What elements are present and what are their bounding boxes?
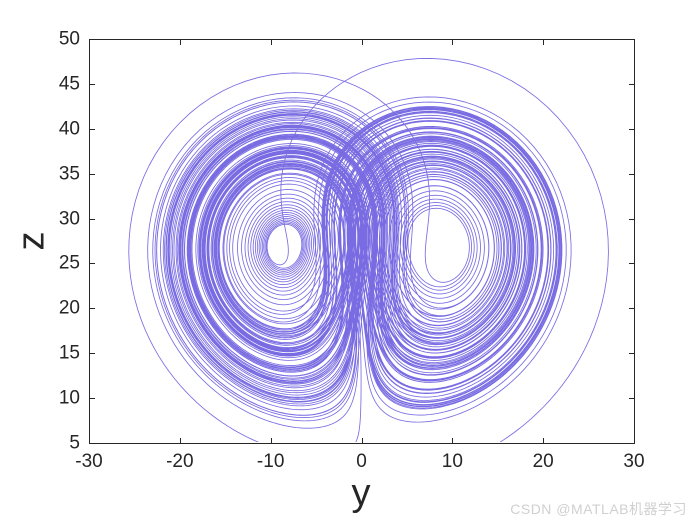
y-tick-label: 15 xyxy=(58,342,80,364)
x-tick-label: -30 xyxy=(75,451,103,472)
x-tick-label: 10 xyxy=(441,451,463,472)
y-tick-label: 30 xyxy=(58,208,80,230)
y-tick-label: 10 xyxy=(58,387,80,409)
y-tick-label: 5 xyxy=(69,432,80,454)
y-tick-label: 50 xyxy=(58,28,80,50)
x-tick-label: 20 xyxy=(532,451,554,472)
x-tick-label: 0 xyxy=(356,451,367,472)
x-tick-label: -10 xyxy=(256,451,285,472)
y-tick-label: 45 xyxy=(58,73,80,95)
y-tick-label: 35 xyxy=(58,163,80,185)
x-tick-label: 30 xyxy=(623,451,645,472)
x-tick-label: -20 xyxy=(166,451,194,472)
y-tick-label: 40 xyxy=(58,118,80,140)
y-tick-label: 20 xyxy=(58,297,80,319)
watermark-text: CSDN @MATLAB机器学习 xyxy=(510,501,687,517)
y-axis-label: z xyxy=(10,231,53,251)
x-axis-label: y xyxy=(351,472,371,514)
y-tick-label: 25 xyxy=(58,252,80,274)
